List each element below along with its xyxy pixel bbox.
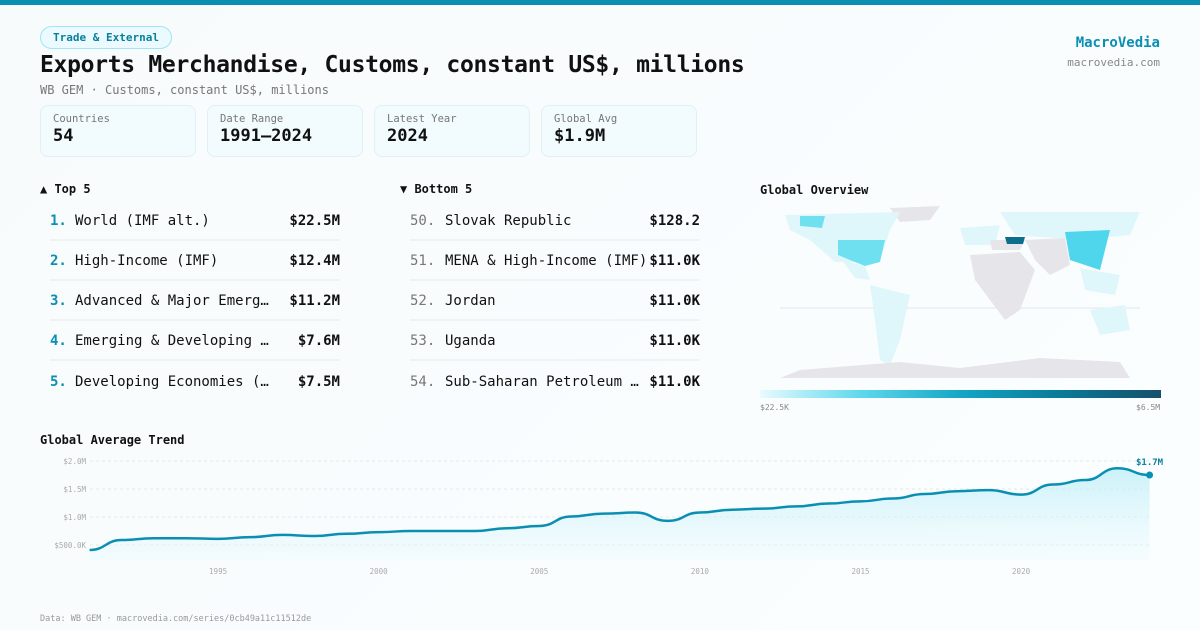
x-tick-label: 2015	[851, 567, 869, 576]
region-southeast-asia[interactable]	[1080, 268, 1120, 295]
x-tick-label: 2005	[530, 567, 548, 576]
list-item[interactable]: 3. Advanced & Major Emerg… $11.2M	[50, 281, 340, 321]
legend-min-label: $22.5K	[760, 403, 789, 412]
y-tick-label: $2.0M	[63, 457, 86, 466]
stat-label: Countries	[53, 113, 110, 125]
map-heading: Global Overview	[760, 183, 869, 197]
stat-value: 54	[53, 126, 74, 146]
region-turkey[interactable]	[1005, 237, 1025, 244]
country-name: World (IMF alt.)	[75, 213, 210, 229]
footer-source: Data: WB GEM · macrovedia.com/series/0cb…	[40, 614, 312, 624]
rank: 5.	[50, 374, 67, 390]
value: $11.0K	[649, 333, 700, 349]
country-name: Jordan	[445, 293, 496, 309]
region-china[interactable]	[1065, 230, 1110, 270]
region-south-asia[interactable]	[1025, 238, 1070, 275]
y-tick-label: $1.5M	[63, 485, 86, 494]
y-tick-label: $1.0M	[63, 513, 86, 522]
y-tick-label: $500.0K	[54, 541, 86, 550]
legend-max-label: $6.5M	[1136, 403, 1161, 412]
rank: 53.	[410, 333, 436, 349]
x-tick-label: 2000	[370, 567, 389, 576]
list-item[interactable]: 51. MENA & High-Income (IMF) $11.0K	[410, 241, 700, 281]
country-name: Developing Economies (…	[75, 374, 269, 390]
rank: 4.	[50, 333, 67, 349]
rank: 52.	[410, 293, 436, 309]
value: $128.2	[649, 213, 700, 229]
map-color-legend	[760, 390, 1161, 398]
country-name: Emerging & Developing …	[75, 333, 269, 349]
list-item[interactable]: 4. Emerging & Developing … $7.6M	[50, 321, 340, 361]
list-item[interactable]: 54. Sub-Saharan Petroleum … $11.0K	[410, 361, 700, 401]
stat-value: 1991–2024	[220, 126, 313, 146]
region-africa[interactable]	[970, 252, 1035, 320]
country-name: Slovak Republic	[445, 213, 572, 229]
x-tick-label: 2020	[1012, 567, 1031, 576]
value: $12.4M	[289, 253, 340, 269]
stat-value: 2024	[387, 126, 428, 146]
rank: 51.	[410, 253, 436, 269]
list-item[interactable]: 1. World (IMF alt.) $22.5M	[50, 201, 340, 241]
trend-chart-title: Global Average Trend	[40, 433, 185, 447]
bottom5-heading: ▼ Bottom 5	[400, 182, 473, 196]
stat-card-countries: Countries 54	[40, 105, 196, 157]
brand-url[interactable]: macrovedia.com	[1067, 56, 1160, 69]
world-map	[780, 206, 1140, 378]
rank: 1.	[50, 213, 67, 229]
x-tick-label: 1995	[209, 567, 227, 576]
stat-card-date-range: Date Range 1991–2024	[207, 105, 363, 157]
value: $11.0K	[649, 293, 700, 309]
rank: 54.	[410, 374, 436, 390]
stat-label: Date Range	[220, 113, 284, 125]
region-australia[interactable]	[1090, 305, 1130, 335]
top-accent-bar	[0, 0, 1200, 5]
country-name: MENA & High-Income (IMF)	[445, 253, 648, 269]
bottom5-list: 50. Slovak Republic $128.2 51. MENA & High-I…	[410, 201, 700, 401]
region-usa[interactable]	[838, 240, 885, 266]
value: $7.6M	[297, 333, 340, 349]
region-antarctica[interactable]	[780, 358, 1130, 378]
category-badge[interactable]: Trade & External	[40, 26, 172, 49]
value: $22.5M	[289, 213, 340, 229]
region-greenland[interactable]	[890, 206, 940, 222]
list-item[interactable]: 2. High-Income (IMF) $12.4M	[50, 241, 340, 281]
region-south-america[interactable]	[870, 285, 910, 365]
rank: 3.	[50, 293, 67, 309]
value: $11.2M	[289, 293, 340, 309]
last-value-label: $1.7M	[1136, 458, 1164, 468]
region-mexico[interactable]	[842, 260, 870, 280]
list-item[interactable]: 5. Developing Economies (… $7.5M	[50, 361, 340, 401]
stat-label: Global Avg	[554, 113, 618, 125]
country-name: Sub-Saharan Petroleum …	[445, 374, 639, 390]
page-title: Exports Merchandise, Customs, constant U…	[40, 52, 745, 78]
country-name: Uganda	[445, 333, 496, 349]
stat-card-global-avg: Global Avg $1.9M	[541, 105, 697, 157]
list-item[interactable]: 53. Uganda $11.0K	[410, 321, 700, 361]
list-item[interactable]: 50. Slovak Republic $128.2	[410, 201, 700, 241]
stat-card-latest-year: Latest Year 2024	[374, 105, 530, 157]
rank: 2.	[50, 253, 67, 269]
page-subtitle: WB GEM · Customs, constant US$, millions	[40, 83, 329, 97]
country-name: Advanced & Major Emerg…	[75, 293, 269, 309]
trend-line	[89, 467, 1150, 552]
region-alaska[interactable]	[800, 216, 825, 228]
rank: 50.	[410, 213, 436, 229]
value: $11.0K	[649, 374, 700, 390]
top5-list: 1. World (IMF alt.) $22.5M 2. High-Income (I…	[50, 201, 340, 401]
top5-heading: ▲ Top 5	[40, 182, 91, 196]
country-name: High-Income (IMF)	[75, 253, 219, 269]
stat-value: $1.9M	[554, 126, 606, 146]
stat-label: Latest Year	[387, 113, 457, 125]
list-item[interactable]: 52. Jordan $11.0K	[410, 281, 700, 321]
x-tick-label: 2010	[691, 567, 710, 576]
trend-chart: $500.0K $1.0M $1.5M $2.0M 1995 2000 2005 2010 20…	[54, 457, 1164, 576]
value: $11.0K	[649, 253, 700, 269]
value: $7.5M	[297, 374, 340, 390]
data-point[interactable]	[1146, 471, 1154, 479]
brand-logo[interactable]: MacroVedia	[1075, 35, 1160, 51]
